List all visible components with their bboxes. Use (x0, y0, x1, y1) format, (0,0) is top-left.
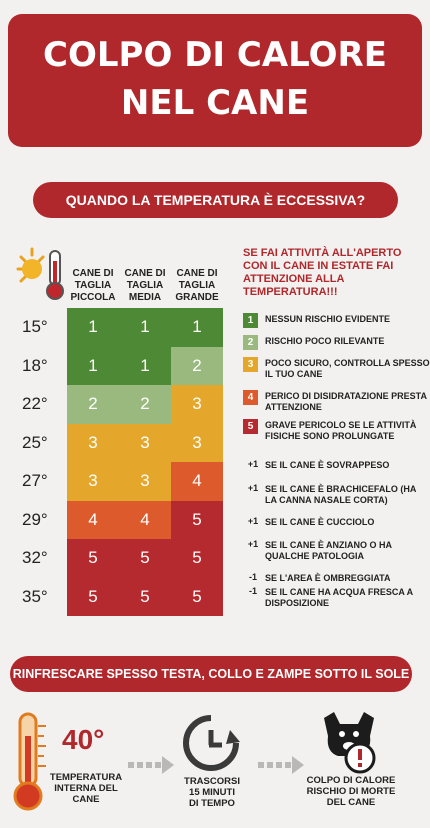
risk-cell: 5 (171, 577, 223, 616)
risk-cell: 4 (67, 500, 119, 539)
temp-label: 18° (22, 355, 48, 375)
arrow-right-icon (128, 755, 174, 775)
clock-icon (180, 712, 242, 774)
risk-cell: 1 (67, 308, 119, 347)
temp-label: 32° (22, 548, 48, 567)
modifier-text: SE L'AREA È OMBREGGIATA (265, 573, 391, 583)
level-swatch: 3 (243, 357, 258, 372)
legend-text: RISCHIO POCO RILEVANTE (265, 336, 385, 346)
risk-cell: 3 (67, 462, 119, 501)
legend-title: SE FAI ATTIVITÀ ALL'APERTO CON IL CANE I… (243, 247, 402, 298)
risk-cell: 1 (171, 308, 223, 347)
risk-cell: 1 (67, 346, 119, 385)
risk-cell: 1 (119, 308, 171, 347)
risk-cell: 5 (119, 577, 171, 616)
dog-warning-icon (318, 708, 382, 774)
legend-text: NESSUN RISCHIO EVIDENTE (265, 314, 391, 324)
risk-cell: 3 (119, 423, 171, 462)
level-swatch: 1 (243, 313, 258, 328)
step-1-caption: TEMPERATURA INTERNA DEL CANE (49, 772, 123, 805)
risk-cell: 4 (171, 462, 223, 501)
modifier-sign: +1 (247, 483, 259, 493)
title-banner: COLPO DI CALORE NEL CANE (8, 14, 422, 147)
step-3-caption: COLPO DI CALORE RISCHIO DI MORTE DEL CANE (306, 775, 396, 808)
title-line-1: COLPO DI CALORE (43, 35, 387, 75)
modifier-sign: -1 (248, 586, 257, 596)
column-header-medium: CANE DI TAGLIA MEDIA (124, 268, 166, 303)
modifier-text: SE IL CANE HA ACQUA FRESCA A DISPOSIZION… (265, 587, 413, 608)
level-swatch: 5 (243, 419, 258, 434)
risk-cell: 2 (171, 346, 223, 385)
risk-cell: 3 (171, 423, 223, 462)
legend-text: PERICO DI DISIDRATAZIONE PRESTA ATTENZIO… (265, 391, 427, 412)
risk-cell: 2 (67, 385, 119, 424)
question-banner: QUANDO LA TEMPERATURA È ECCESSIVA? (33, 182, 398, 218)
risk-cell: 3 (119, 462, 171, 501)
legend-text: GRAVE PERICOLO SE LE ATTIVITÀ FISICHE SO… (265, 420, 417, 441)
arrow-right-icon (258, 755, 304, 775)
modifier-sign: +1 (247, 516, 259, 526)
column-header-large: CANE DI TAGLIA GRANDE (175, 268, 219, 303)
risk-cell: 1 (119, 346, 171, 385)
level-swatch: 4 (243, 390, 258, 405)
level-swatch: 2 (243, 335, 258, 350)
column-header-small: CANE DI TAGLIA PICCOLA (70, 268, 116, 303)
risk-cell: 3 (67, 423, 119, 462)
step-2-caption: TRASCORSI 15 MINUTI DI TEMPO (184, 776, 240, 809)
temp-label: 27° (22, 471, 48, 490)
risk-cell: 5 (67, 539, 119, 578)
temp-label: 29° (22, 509, 48, 529)
risk-cell: 4 (119, 500, 171, 539)
modifier-text: SE IL CANE È CUCCIOLO (265, 517, 375, 527)
risk-cell: 5 (67, 577, 119, 616)
title-line-2: NEL CANE (120, 83, 310, 123)
thermometer-icon (12, 712, 52, 812)
risk-cell: 3 (171, 385, 223, 424)
temp-label: 35° (22, 586, 48, 606)
temp-label: 15° (22, 317, 48, 336)
sun-thermometer-icon (14, 245, 74, 303)
temperature-value: 40° (62, 724, 105, 755)
risk-cell: 5 (171, 539, 223, 578)
risk-cell: 5 (171, 500, 223, 539)
modifier-text: SE IL CANE È ANZIANO O HA QUALCHE PATOLO… (265, 540, 392, 561)
modifier-sign: -1 (248, 572, 257, 582)
modifier-text: SE IL CANE È BRACHICEFALO (HA LA CANNA N… (265, 484, 417, 505)
legend-text: POCO SICURO, CONTROLLA SPESSO IL TUO CAN… (265, 358, 430, 379)
modifier-sign: +1 (247, 539, 259, 549)
temp-label: 22° (22, 394, 48, 413)
risk-cell: 2 (119, 385, 171, 424)
modifier-sign: +1 (247, 459, 259, 469)
risk-cell: 5 (119, 539, 171, 578)
modifier-text: SE IL CANE È SOVRAPPESO (265, 460, 390, 470)
temp-label: 25° (22, 432, 48, 452)
advice-banner: RINFRESCARE SPESSO TESTA, COLLO E ZAMPE … (10, 656, 412, 692)
